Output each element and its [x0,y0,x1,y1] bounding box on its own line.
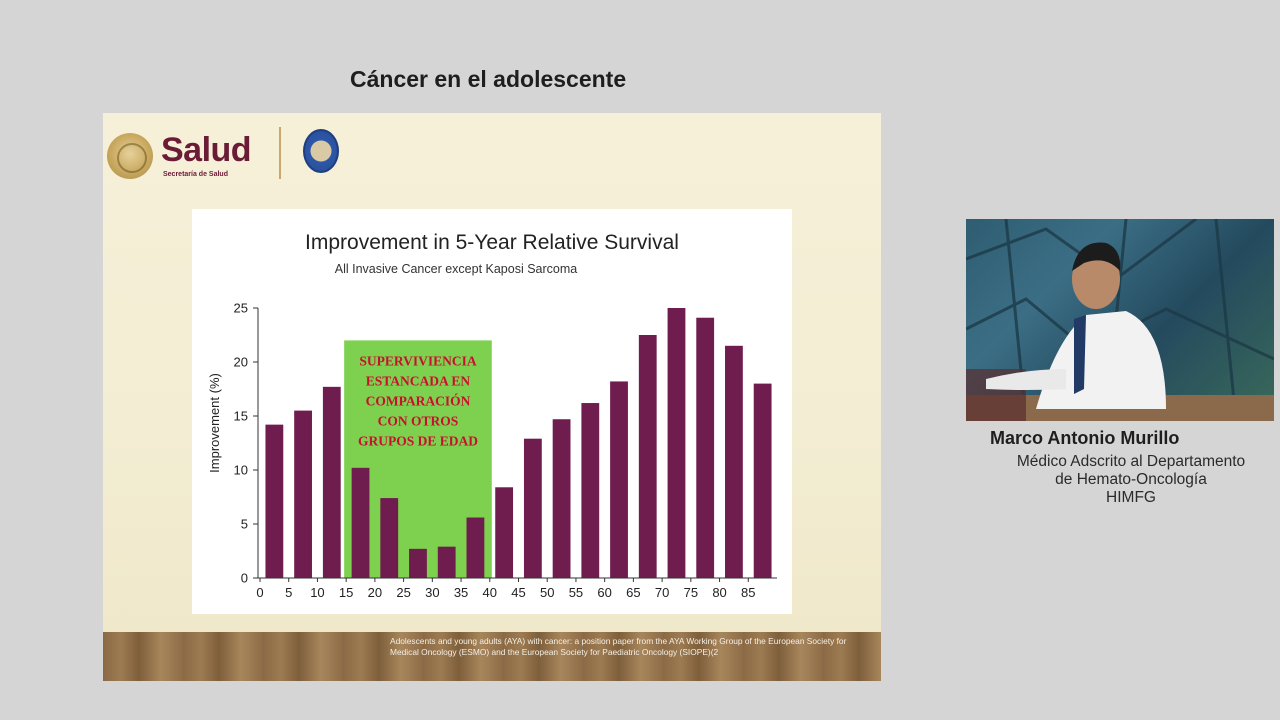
bar-55 [581,403,600,578]
salud-logo-text: Salud [161,131,252,169]
x-tick-label: 60 [597,585,611,600]
bar-80 [725,345,743,578]
bar-65 [638,335,657,578]
annotation-text-line: CON OTROS [378,413,459,428]
bar-5 [294,410,312,578]
x-tick-label: 65 [626,585,640,600]
x-tick-label: 20 [368,585,382,600]
bar-50 [552,419,571,578]
speaker-video-frame [966,219,1274,421]
x-tick-label: 85 [741,585,755,600]
x-tick-label: 10 [310,585,324,600]
hospital-emblem-logo [303,129,339,173]
y-tick-label: 20 [234,355,248,370]
y-tick-label: 5 [241,517,248,532]
bar-75 [696,317,715,578]
mexico-seal-logo [107,133,153,179]
bar-70 [667,308,686,578]
chart-panel: Improvement in 5-Year Relative Survival … [192,209,792,614]
y-axis-label: Improvement (%) [207,373,222,473]
citation-text: Adolescents and young adults (AYA) with … [390,636,847,657]
x-tick-label: 75 [684,585,698,600]
x-tick-label: 0 [256,585,263,600]
annotation-text-line: SUPERVIVIENCIA [359,353,477,368]
bar-30 [437,546,456,578]
logo-divider [279,127,281,179]
bar-35 [466,517,485,578]
bar-0 [265,424,284,578]
annotation-text-line: GRUPOS DE EDAD [358,433,478,448]
salud-logo-subtitle: Secretaría de Salud [163,171,228,178]
speaker-role-line: de Hemato-Oncología [1055,471,1207,488]
x-tick-label: 70 [655,585,669,600]
x-tick-label: 25 [396,585,410,600]
annotation-text-line: ESTANCADA EN [366,373,471,388]
x-tick-label: 35 [454,585,468,600]
x-tick-label: 5 [285,585,292,600]
bar-15 [351,467,370,578]
bar-45 [523,438,542,578]
y-tick-label: 0 [241,571,248,586]
speaker-video [966,219,1274,421]
speaker-name: Marco Antonio Murillo [990,428,1180,448]
x-tick-label: 55 [569,585,583,600]
bar-85 [753,383,772,578]
x-tick-label: 15 [339,585,353,600]
x-tick-label: 45 [511,585,525,600]
y-tick-label: 15 [234,409,248,424]
bar-chart: Improvement in 5-Year Relative Survival … [207,231,777,600]
x-tick-label: 30 [425,585,439,600]
x-tick-label: 50 [540,585,554,600]
slide-footer: Adolescents and young adults (AYA) with … [103,632,881,681]
bar-20 [380,498,399,578]
presentation-slide: Salud Secretaría de Salud Improvement in… [103,113,881,681]
annotation-text-line: COMPARACIÓN [366,393,471,408]
y-tick-label: 25 [234,301,248,316]
chart-subtitle: All Invasive Cancer except Kaposi Sarcom… [335,262,578,276]
speaker-role-line: HIMFG [1106,489,1156,506]
x-tick-label: 40 [483,585,497,600]
bar-25 [409,548,427,578]
speaker-role: Médico Adscrito al Departamento de Hemat… [966,453,1280,507]
bar-10 [322,386,341,578]
speaker-role-line: Médico Adscrito al Departamento [1016,453,1246,470]
page-title: Cáncer en el adolescente [350,66,627,92]
y-tick-label: 10 [234,463,248,478]
bar-40 [495,487,514,578]
bar-60 [610,381,628,578]
chart-title: Improvement in 5-Year Relative Survival [305,231,679,254]
x-tick-label: 80 [712,585,726,600]
